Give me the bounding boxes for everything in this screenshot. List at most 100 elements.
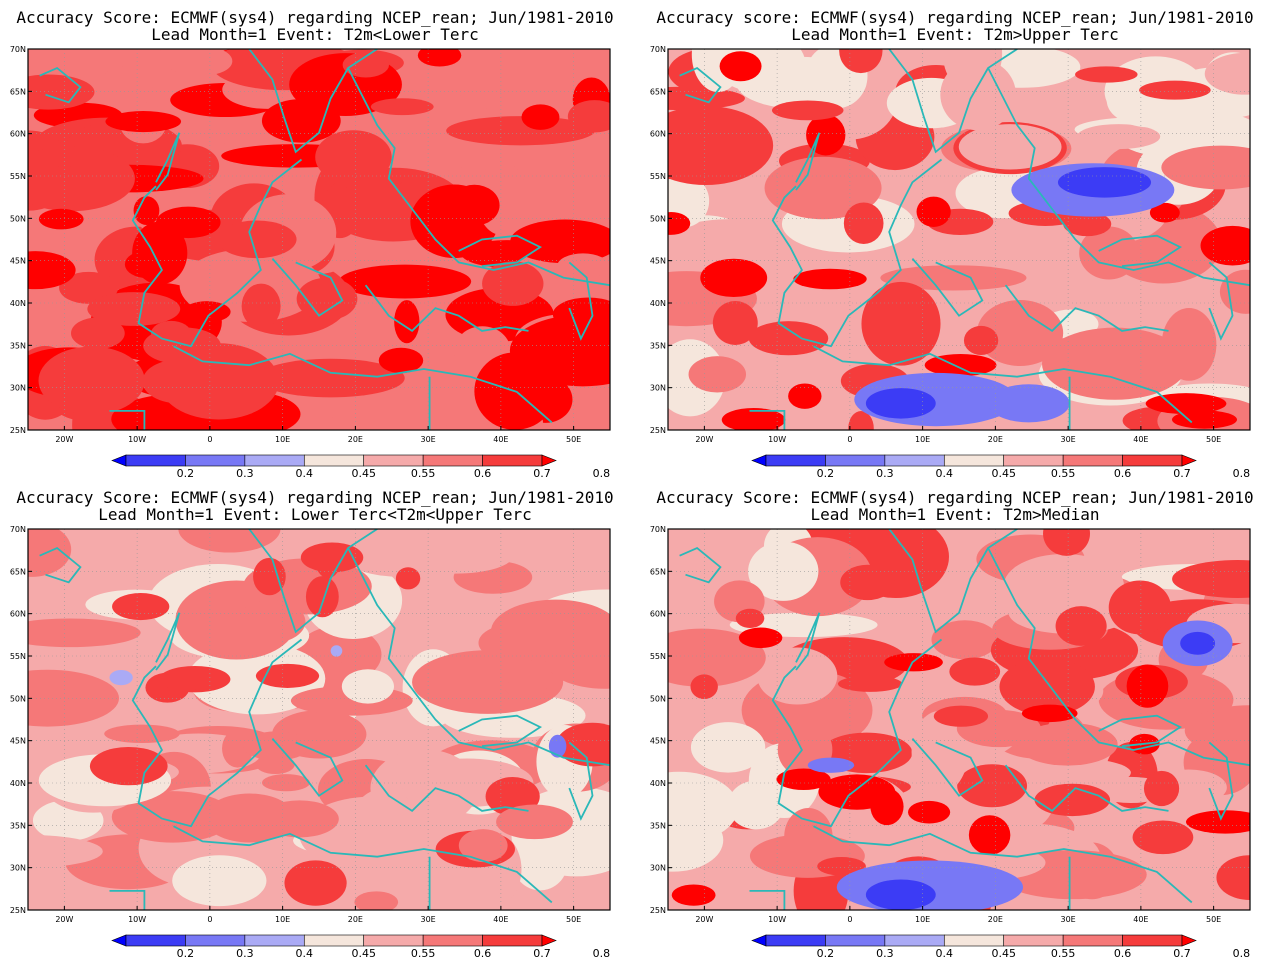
contour-patch xyxy=(865,879,936,910)
contour-patch xyxy=(378,347,424,374)
contour-patch xyxy=(818,774,896,810)
coastline xyxy=(1098,714,1183,748)
contour-field xyxy=(668,49,1250,430)
contour-patch xyxy=(839,49,883,74)
colorbar-label: 0.7 xyxy=(533,947,551,960)
lat-tick-label: 40N xyxy=(650,299,666,308)
contour-patch xyxy=(999,658,1095,716)
contour-patch xyxy=(330,645,343,657)
lat-tick-label: 65N xyxy=(10,567,26,576)
lat-tick-label: 25N xyxy=(10,426,26,435)
coastline xyxy=(271,258,344,317)
map-panel: Accuracy score: ECMWF(sys4) regarding NC… xyxy=(640,0,1280,480)
colorbar-label: 0.2 xyxy=(177,947,195,960)
lat-tick-label: 65N xyxy=(650,567,666,576)
coastline xyxy=(813,345,1193,424)
colorbar-box xyxy=(765,454,826,467)
colorbar-label: 0.4 xyxy=(936,947,954,960)
contour-patch xyxy=(333,172,403,190)
contour-patch xyxy=(933,705,989,727)
lon-tick-label: 50E xyxy=(1206,435,1221,444)
contour-patch xyxy=(911,710,969,794)
contour-patch xyxy=(556,722,610,767)
coastline xyxy=(679,66,722,104)
contour-patch xyxy=(735,608,765,628)
colorbar: 0.2 0.3 0.4 0.45 0.55 0.6 0.7 0.8 xyxy=(751,934,1251,960)
colorbar: 0.2 0.3 0.4 0.45 0.55 0.6 0.7 0.8 xyxy=(751,454,1250,480)
colorbar-box xyxy=(422,454,483,467)
coastline xyxy=(749,889,786,910)
contour-patch xyxy=(968,815,1011,855)
contour-patch xyxy=(79,529,139,582)
contour-patch xyxy=(241,283,281,329)
colorbar-label: 0.8 xyxy=(1233,947,1251,960)
lon-tick-label: 10E xyxy=(915,915,930,924)
contour-patch xyxy=(512,835,568,891)
contour-patch xyxy=(1180,631,1216,655)
gridlines xyxy=(668,529,1250,910)
lat-tick-label: 35N xyxy=(10,341,26,350)
coastline xyxy=(109,889,146,910)
colorbar-box xyxy=(1003,454,1064,467)
colorbar-label: 0.2 xyxy=(177,467,195,480)
gridlines xyxy=(28,49,610,430)
contour-patch xyxy=(1186,810,1250,834)
colorbar-arrow-high xyxy=(541,454,557,467)
coastline xyxy=(39,66,82,104)
colorbar-label: 0.55 xyxy=(411,467,436,480)
coastline xyxy=(568,741,594,821)
colorbar-arrow-low xyxy=(751,454,767,467)
lat-tick-label: 35N xyxy=(10,821,26,830)
lat-tick-label: 70N xyxy=(650,45,666,54)
map-panel: Accuracy Score: ECMWF(sys4) regarding NC… xyxy=(0,0,640,480)
colorbar-box xyxy=(943,454,1005,467)
lat-tick-label: 50N xyxy=(650,694,666,703)
lon-tick-label: 20E xyxy=(348,915,363,924)
coastlines xyxy=(39,529,610,910)
coastline xyxy=(271,738,344,797)
contour-patch xyxy=(1057,167,1152,198)
lat-tick-label: 60N xyxy=(10,610,26,619)
colorbar-arrow-high xyxy=(541,934,557,947)
coastline xyxy=(155,612,181,671)
lat-tick-label: 70N xyxy=(650,525,666,534)
colorbar-box xyxy=(1062,454,1123,467)
colorbar-label: 0.6 xyxy=(1114,947,1132,960)
lon-tick-label: 0 xyxy=(847,435,852,444)
contour-patch xyxy=(865,388,936,419)
contour-patch xyxy=(949,657,1001,686)
contour-patch xyxy=(51,141,78,169)
lat-tick-label: 70N xyxy=(10,45,26,54)
contour-patch xyxy=(296,277,358,321)
colorbar-box xyxy=(363,454,424,467)
colorbar-label: 0.7 xyxy=(1173,467,1191,480)
coastline xyxy=(173,345,553,424)
contour-patch xyxy=(958,124,1062,170)
contour-patch xyxy=(721,408,786,430)
coastline xyxy=(771,158,943,348)
coastline xyxy=(109,409,146,430)
contour-patch xyxy=(776,768,831,791)
contour-patch xyxy=(1184,705,1250,756)
contour-patch xyxy=(175,49,233,76)
lon-tick-label: 10W xyxy=(128,435,146,444)
contour-patch xyxy=(255,663,320,688)
contour-patch xyxy=(236,600,306,644)
contour-patch xyxy=(671,884,716,906)
contour-patch xyxy=(397,536,514,574)
contour-field xyxy=(668,529,1250,910)
contour-patch xyxy=(482,261,544,306)
lon-tick-label: 20E xyxy=(348,435,363,444)
contour-patch xyxy=(557,253,609,279)
lat-tick-label: 65N xyxy=(10,87,26,96)
contour-patch xyxy=(712,301,758,345)
coastlines xyxy=(679,529,1250,910)
contour-patch xyxy=(1017,722,1118,766)
lat-tick-label: 65N xyxy=(650,87,666,96)
lat-tick-label: 40N xyxy=(650,779,666,788)
contour-patch xyxy=(668,219,800,264)
contour-patch xyxy=(976,299,1064,367)
contour-patch xyxy=(1043,529,1090,556)
colorbar-label: 0.3 xyxy=(236,947,254,960)
contour-patch xyxy=(988,384,1070,423)
